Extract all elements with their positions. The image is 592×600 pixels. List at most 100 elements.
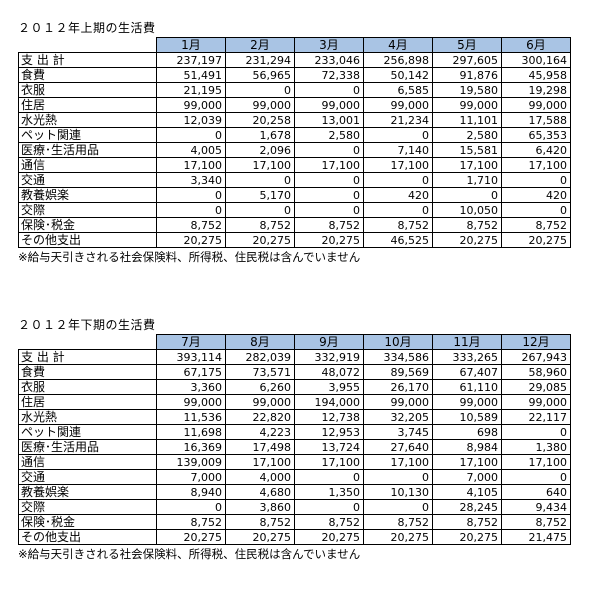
value-cell: 8,752 xyxy=(432,217,502,233)
value-cell: 420 xyxy=(501,187,571,203)
value-cell: 21,475 xyxy=(501,529,571,545)
value-cell: 8,752 xyxy=(432,514,502,530)
value-cell: 0 xyxy=(225,82,295,98)
value-cell: 48,072 xyxy=(294,364,364,380)
header-row: 1月 2月 3月 4月 5月 6月 xyxy=(18,37,571,53)
value-cell: 0 xyxy=(294,469,364,485)
value-cell: 73,571 xyxy=(225,364,295,380)
value-cell: 20,275 xyxy=(432,529,502,545)
value-cell: 13,001 xyxy=(294,112,364,128)
value-cell: 17,100 xyxy=(225,157,295,173)
value-cell: 0 xyxy=(294,202,364,218)
value-cell: 17,100 xyxy=(363,157,433,173)
value-cell: 17,100 xyxy=(156,157,226,173)
value-cell: 3,860 xyxy=(225,499,295,515)
value-cell: 7,000 xyxy=(432,469,502,485)
corner-cell xyxy=(18,37,157,53)
value-cell: 56,965 xyxy=(225,67,295,83)
value-cell: 267,943 xyxy=(501,349,571,365)
value-cell: 99,000 xyxy=(432,394,502,410)
value-cell: 10,050 xyxy=(432,202,502,218)
table-row: 交際 0 3,860 0 0 28,245 9,434 xyxy=(18,499,571,515)
row-label: 保険･税金 xyxy=(18,217,157,233)
value-cell: 50,142 xyxy=(363,67,433,83)
table-row: 医療･生活用品 16,369 17,498 13,724 27,640 8,984 1,38… xyxy=(18,439,571,455)
value-cell: 8,752 xyxy=(363,514,433,530)
value-cell: 0 xyxy=(363,469,433,485)
value-cell: 99,000 xyxy=(432,97,502,113)
month-header: 4月 xyxy=(363,37,433,53)
value-cell: 0 xyxy=(156,499,226,515)
value-cell: 332,919 xyxy=(294,349,364,365)
table-row: 通信 17,100 17,100 17,100 17,100 17,100 17,100 xyxy=(18,157,571,173)
value-cell: 45,958 xyxy=(501,67,571,83)
value-cell: 6,420 xyxy=(501,142,571,158)
table-row: 保険･税金 8,752 8,752 8,752 8,752 8,752 8,752 xyxy=(18,217,571,233)
value-cell: 640 xyxy=(501,484,571,500)
table-row: 水光熱 12,039 20,258 13,001 21,234 11,101 17,588 xyxy=(18,112,571,128)
value-cell: 2,096 xyxy=(225,142,295,158)
table-row: 保険･税金 8,752 8,752 8,752 8,752 8,752 8,752 xyxy=(18,514,571,530)
row-label: 水光熱 xyxy=(18,409,157,425)
value-cell: 11,698 xyxy=(156,424,226,440)
value-cell: 0 xyxy=(294,499,364,515)
second-half-expense-table: 7月 8月 9月 10月 11月 12月 支 出 計 393,114 282,039… xyxy=(18,334,571,545)
value-cell: 12,039 xyxy=(156,112,226,128)
second-half-expense-block: ２０１２年下期の生活費 7月 8月 9月 10月 11月 12月 支 出 計 39… xyxy=(18,318,571,561)
value-cell: 0 xyxy=(225,202,295,218)
value-cell: 3,340 xyxy=(156,172,226,188)
row-label: 通信 xyxy=(18,454,157,470)
month-header: 2月 xyxy=(225,37,295,53)
value-cell: 29,085 xyxy=(501,379,571,395)
value-cell: 0 xyxy=(294,187,364,203)
value-cell: 0 xyxy=(156,187,226,203)
value-cell: 8,752 xyxy=(501,514,571,530)
month-header: 10月 xyxy=(363,334,433,350)
value-cell: 99,000 xyxy=(501,394,571,410)
corner-cell xyxy=(18,334,157,350)
value-cell: 1,380 xyxy=(501,439,571,455)
value-cell: 2,580 xyxy=(294,127,364,143)
value-cell: 20,275 xyxy=(432,232,502,248)
value-cell: 0 xyxy=(294,172,364,188)
row-label: 水光熱 xyxy=(18,112,157,128)
value-cell: 51,491 xyxy=(156,67,226,83)
value-cell: 21,234 xyxy=(363,112,433,128)
month-header: 3月 xyxy=(294,37,364,53)
value-cell: 4,005 xyxy=(156,142,226,158)
value-cell: 231,294 xyxy=(225,52,295,68)
value-cell: 300,164 xyxy=(501,52,571,68)
value-cell: 237,197 xyxy=(156,52,226,68)
value-cell: 8,752 xyxy=(501,217,571,233)
value-cell: 20,275 xyxy=(294,232,364,248)
value-cell: 17,100 xyxy=(294,157,364,173)
value-cell: 99,000 xyxy=(225,97,295,113)
value-cell: 99,000 xyxy=(363,394,433,410)
value-cell: 99,000 xyxy=(156,394,226,410)
row-label: ペット関連 xyxy=(18,127,157,143)
value-cell: 99,000 xyxy=(294,97,364,113)
row-label: 交通 xyxy=(18,469,157,485)
value-cell: 17,498 xyxy=(225,439,295,455)
row-label: 支 出 計 xyxy=(18,52,157,68)
value-cell: 0 xyxy=(156,202,226,218)
value-cell: 12,738 xyxy=(294,409,364,425)
value-cell: 297,605 xyxy=(432,52,502,68)
value-cell: 6,260 xyxy=(225,379,295,395)
value-cell: 61,110 xyxy=(432,379,502,395)
table-row: ペット関連 0 1,678 2,580 0 2,580 65,353 xyxy=(18,127,571,143)
value-cell: 5,170 xyxy=(225,187,295,203)
row-label: 衣服 xyxy=(18,379,157,395)
month-header: 5月 xyxy=(432,37,502,53)
value-cell: 0 xyxy=(156,127,226,143)
value-cell: 3,360 xyxy=(156,379,226,395)
value-cell: 67,407 xyxy=(432,364,502,380)
value-cell: 0 xyxy=(363,172,433,188)
row-label: 医療･生活用品 xyxy=(18,142,157,158)
value-cell: 17,100 xyxy=(501,157,571,173)
table-row: 支 出 計 393,114 282,039 332,919 334,586 333,265… xyxy=(18,349,571,365)
table-row: 通信 139,009 17,100 17,100 17,100 17,100 17,100 xyxy=(18,454,571,470)
row-label: ペット関連 xyxy=(18,424,157,440)
row-label: 医療･生活用品 xyxy=(18,439,157,455)
value-cell: 20,275 xyxy=(156,529,226,545)
